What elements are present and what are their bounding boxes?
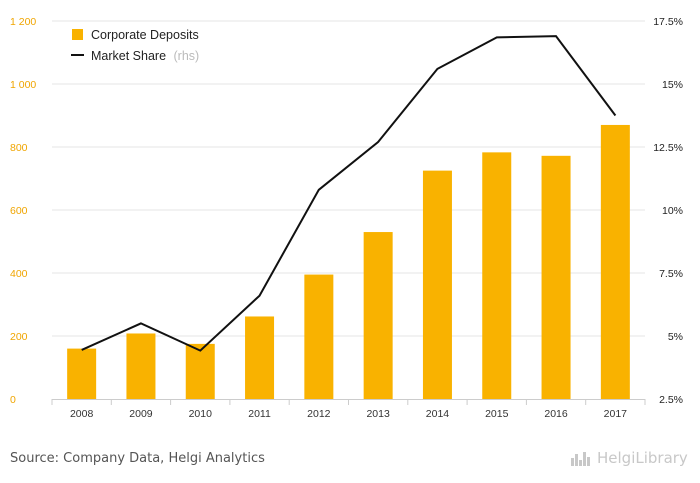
y-right-tick-label: 2.5% [659, 394, 683, 406]
bar [245, 316, 275, 399]
x-tick-label: 2009 [129, 408, 153, 420]
bar [541, 155, 571, 399]
skyline-icon [571, 452, 590, 466]
y-right-tick-label: 15% [662, 79, 683, 91]
y-left-tick-label: 1 200 [10, 16, 36, 28]
y-left-tick-label: 400 [10, 268, 28, 280]
brand-name: HelgiLibrary [597, 449, 688, 467]
y-left-tick-label: 800 [10, 142, 28, 154]
bar [422, 170, 452, 399]
x-tick-label: 2015 [485, 408, 509, 420]
legend-label-market-share: Market Share (rhs) [91, 49, 199, 63]
y-left-tick-label: 200 [10, 331, 28, 343]
y-axis-left-labels: 0 200 400 600 800 1 000 1 200 [10, 16, 36, 406]
bar [600, 124, 630, 399]
legend-market-share-suffix: (rhs) [174, 49, 200, 63]
x-tick-label: 2008 [70, 408, 94, 420]
x-tick-label: 2011 [248, 408, 271, 420]
legend-bar-swatch [72, 29, 83, 40]
line-series [81, 35, 617, 352]
bar [482, 152, 512, 399]
bar [363, 232, 393, 399]
bar [304, 274, 334, 399]
chart: 2008 2009 2010 2011 2012 2013 2014 2015 2016 2017… [10, 16, 683, 420]
market-share-line [81, 35, 617, 352]
bar [126, 333, 156, 399]
bar [185, 343, 215, 399]
legend: Corporate Deposits Market Share (rhs) [71, 28, 199, 63]
y-right-tick-label: 17.5% [653, 16, 683, 28]
x-tick-label: 2016 [544, 408, 568, 420]
x-axis-labels: 2008 2009 2010 2011 2012 2013 2014 2015 2016 2017 [70, 408, 627, 420]
y-left-tick-label: 600 [10, 205, 28, 217]
y-right-tick-label: 12.5% [653, 142, 683, 154]
y-axis-right-labels: 2.5% 5% 7.5% 10% 12.5% 15% 17.5% [653, 16, 683, 406]
y-left-tick-label: 1 000 [10, 79, 36, 91]
legend-label-corporate-deposits: Corporate Deposits [91, 28, 199, 42]
x-tick-label: 2012 [307, 408, 331, 420]
legend-market-share-name: Market Share [91, 49, 166, 63]
y-right-tick-label: 7.5% [659, 268, 683, 280]
y-left-tick-label: 0 [10, 394, 16, 406]
y-right-tick-label: 10% [662, 205, 683, 217]
source-note: Source: Company Data, Helgi Analytics [10, 451, 265, 466]
bar-series [67, 124, 630, 399]
bar [67, 348, 97, 399]
x-tick-label: 2013 [366, 408, 390, 420]
x-tick-label: 2014 [426, 408, 450, 420]
x-axis [51, 399, 646, 405]
brand-logo: HelgiLibrary [570, 449, 688, 467]
y-right-tick-label: 5% [668, 331, 683, 343]
x-tick-label: 2017 [604, 408, 628, 420]
x-tick-label: 2010 [189, 408, 213, 420]
